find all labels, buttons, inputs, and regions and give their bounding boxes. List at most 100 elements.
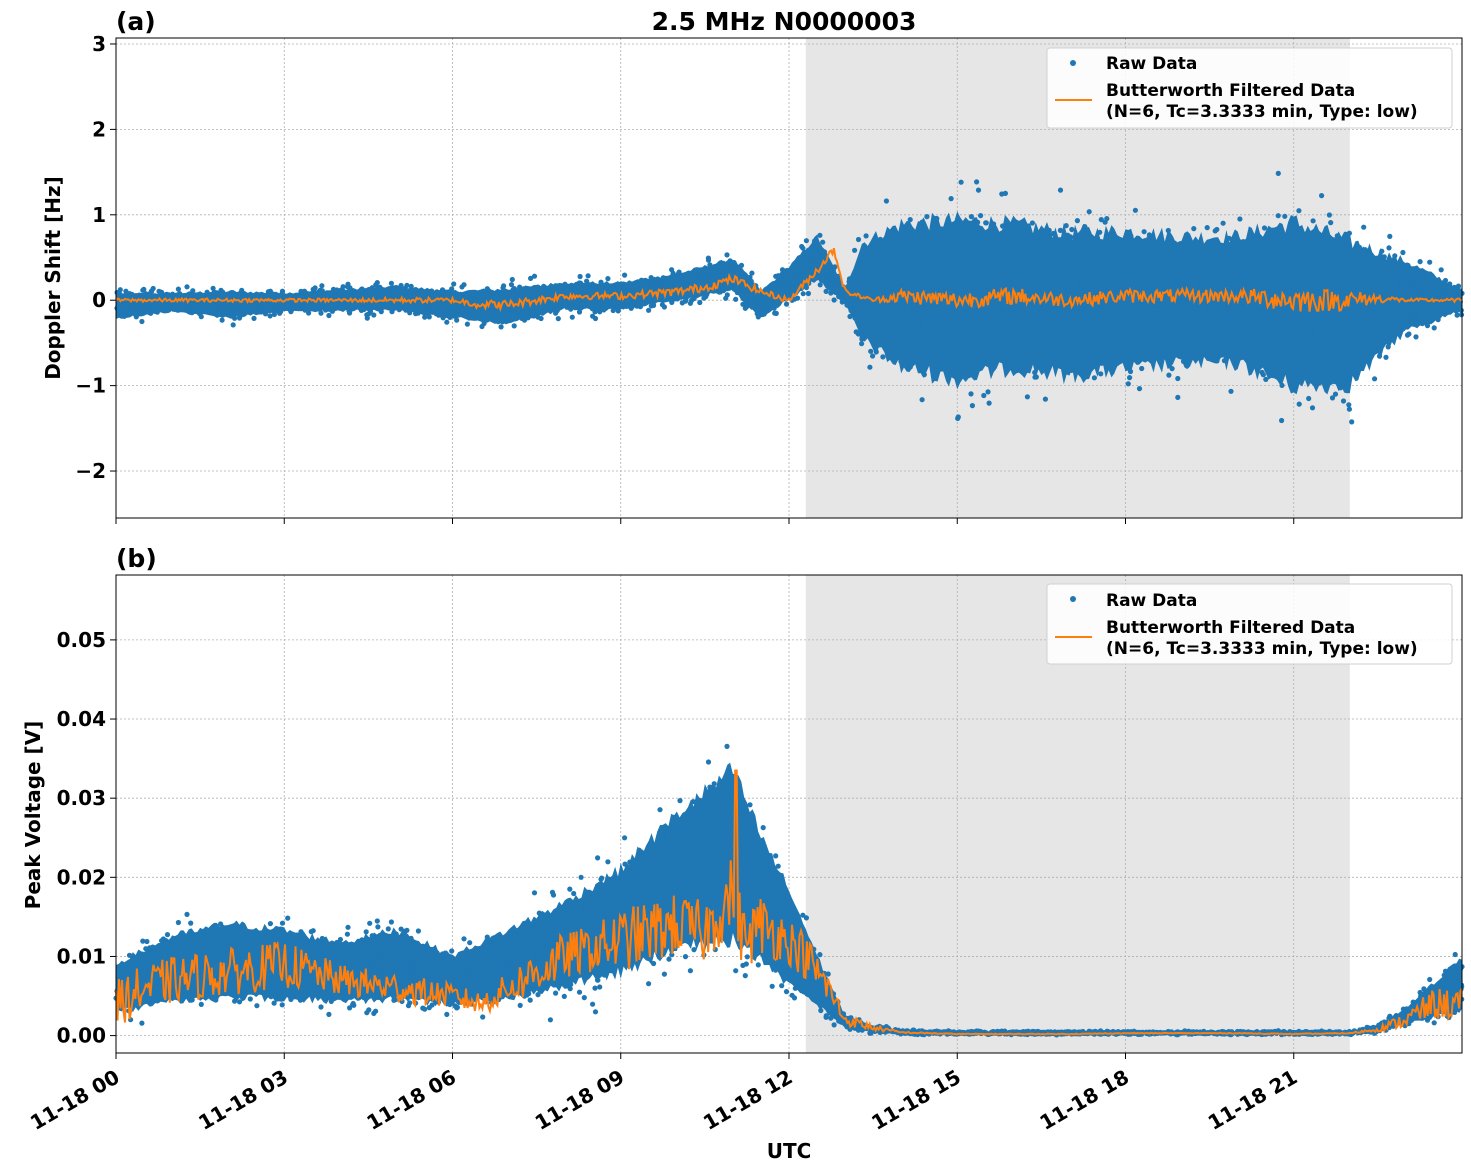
raw-data-point [572,976,578,982]
raw-data-point [1153,320,1159,326]
raw-data-point [997,265,1003,271]
raw-data-point [1124,242,1131,248]
raw-data-point [725,804,731,810]
raw-data-point [633,899,640,905]
raw-data-point [1136,284,1142,290]
raw-data-point [1379,248,1385,254]
raw-data-point [862,243,868,249]
raw-data-point [744,954,750,960]
raw-data-point [1435,288,1441,294]
raw-data-point [1386,245,1392,251]
raw-data-point [1147,330,1153,336]
raw-data-point [318,952,324,958]
raw-data-point [251,315,257,321]
raw-data-point [547,1017,554,1023]
raw-data-point [229,931,236,937]
raw-data-point [1249,345,1255,351]
raw-data-point [302,307,308,313]
raw-data-point [717,866,723,873]
raw-data-point [479,944,485,950]
raw-data-point [615,877,622,883]
raw-data-point [522,947,529,953]
raw-data-point [184,911,190,918]
raw-data-point [961,360,967,366]
raw-data-point [1134,237,1140,243]
raw-data-point [847,283,853,289]
raw-data-point [831,297,837,303]
raw-data-point [1215,330,1221,336]
raw-data-point [297,997,303,1003]
raw-data-point [1179,268,1185,274]
raw-data-point [1196,281,1202,287]
raw-data-point [490,312,496,318]
raw-data-point [305,303,311,309]
raw-data-point [1149,275,1155,281]
raw-data-point [1071,235,1078,241]
raw-data-point [1260,372,1266,378]
raw-data-point [1264,355,1270,361]
raw-data-point [1425,294,1431,300]
raw-data-point [1279,270,1285,276]
raw-data-point [489,303,495,309]
raw-data-point [1169,321,1176,327]
raw-data-point [750,854,756,860]
raw-data-point [1228,388,1234,394]
raw-data-point [801,989,807,995]
raw-data-point [1007,317,1013,323]
raw-data-point [1042,396,1048,402]
raw-data-point [1129,343,1136,350]
raw-data-point [1183,309,1189,315]
raw-data-point [1417,259,1423,265]
raw-data-point [950,323,956,329]
raw-data-point [1176,309,1182,315]
raw-data-point [265,986,271,992]
raw-data-point [867,282,873,288]
raw-data-point [1353,281,1359,287]
raw-data-point [535,992,541,998]
raw-data-point [390,287,396,293]
raw-data-point [204,289,210,295]
raw-data-point [813,982,819,988]
raw-data-point [739,878,745,884]
raw-data-point [1124,334,1131,340]
raw-data-point [1063,223,1069,229]
raw-data-point [1167,282,1173,288]
raw-data-point [1323,231,1329,237]
raw-data-point [1271,275,1277,281]
raw-data-point [697,299,703,306]
raw-data-point [1204,225,1210,231]
raw-data-point [1011,326,1018,332]
raw-data-point [693,877,699,883]
raw-data-point [608,926,614,933]
raw-data-point [773,967,779,973]
raw-data-point [371,292,377,298]
raw-data-point [1098,217,1104,223]
raw-data-point [589,900,595,906]
raw-data-point [459,982,465,989]
raw-data-point [355,958,361,964]
raw-data-point [1205,305,1211,311]
raw-data-point [476,296,482,302]
raw-data-point [742,973,748,979]
raw-data-point [1098,246,1104,252]
raw-data-point [1416,290,1422,296]
raw-data-point [1200,307,1206,313]
raw-data-point [410,293,416,299]
raw-data-point [1324,330,1330,336]
raw-data-point [791,995,798,1001]
raw-data-point [974,276,981,282]
raw-data-point [903,323,910,329]
raw-data-point [271,987,277,993]
raw-data-point [1423,283,1429,290]
raw-data-point [1015,282,1022,288]
raw-data-point [188,293,194,299]
raw-data-point [1170,317,1176,323]
raw-data-point [968,214,975,220]
raw-data-point [1057,187,1064,193]
raw-data-point [1391,278,1397,284]
raw-data-point [1101,335,1107,341]
raw-data-dense-core [116,762,1462,1035]
raw-data-point [1372,308,1378,315]
raw-data-point [1174,332,1180,338]
legend-raw-label: Raw Data [1106,54,1197,74]
